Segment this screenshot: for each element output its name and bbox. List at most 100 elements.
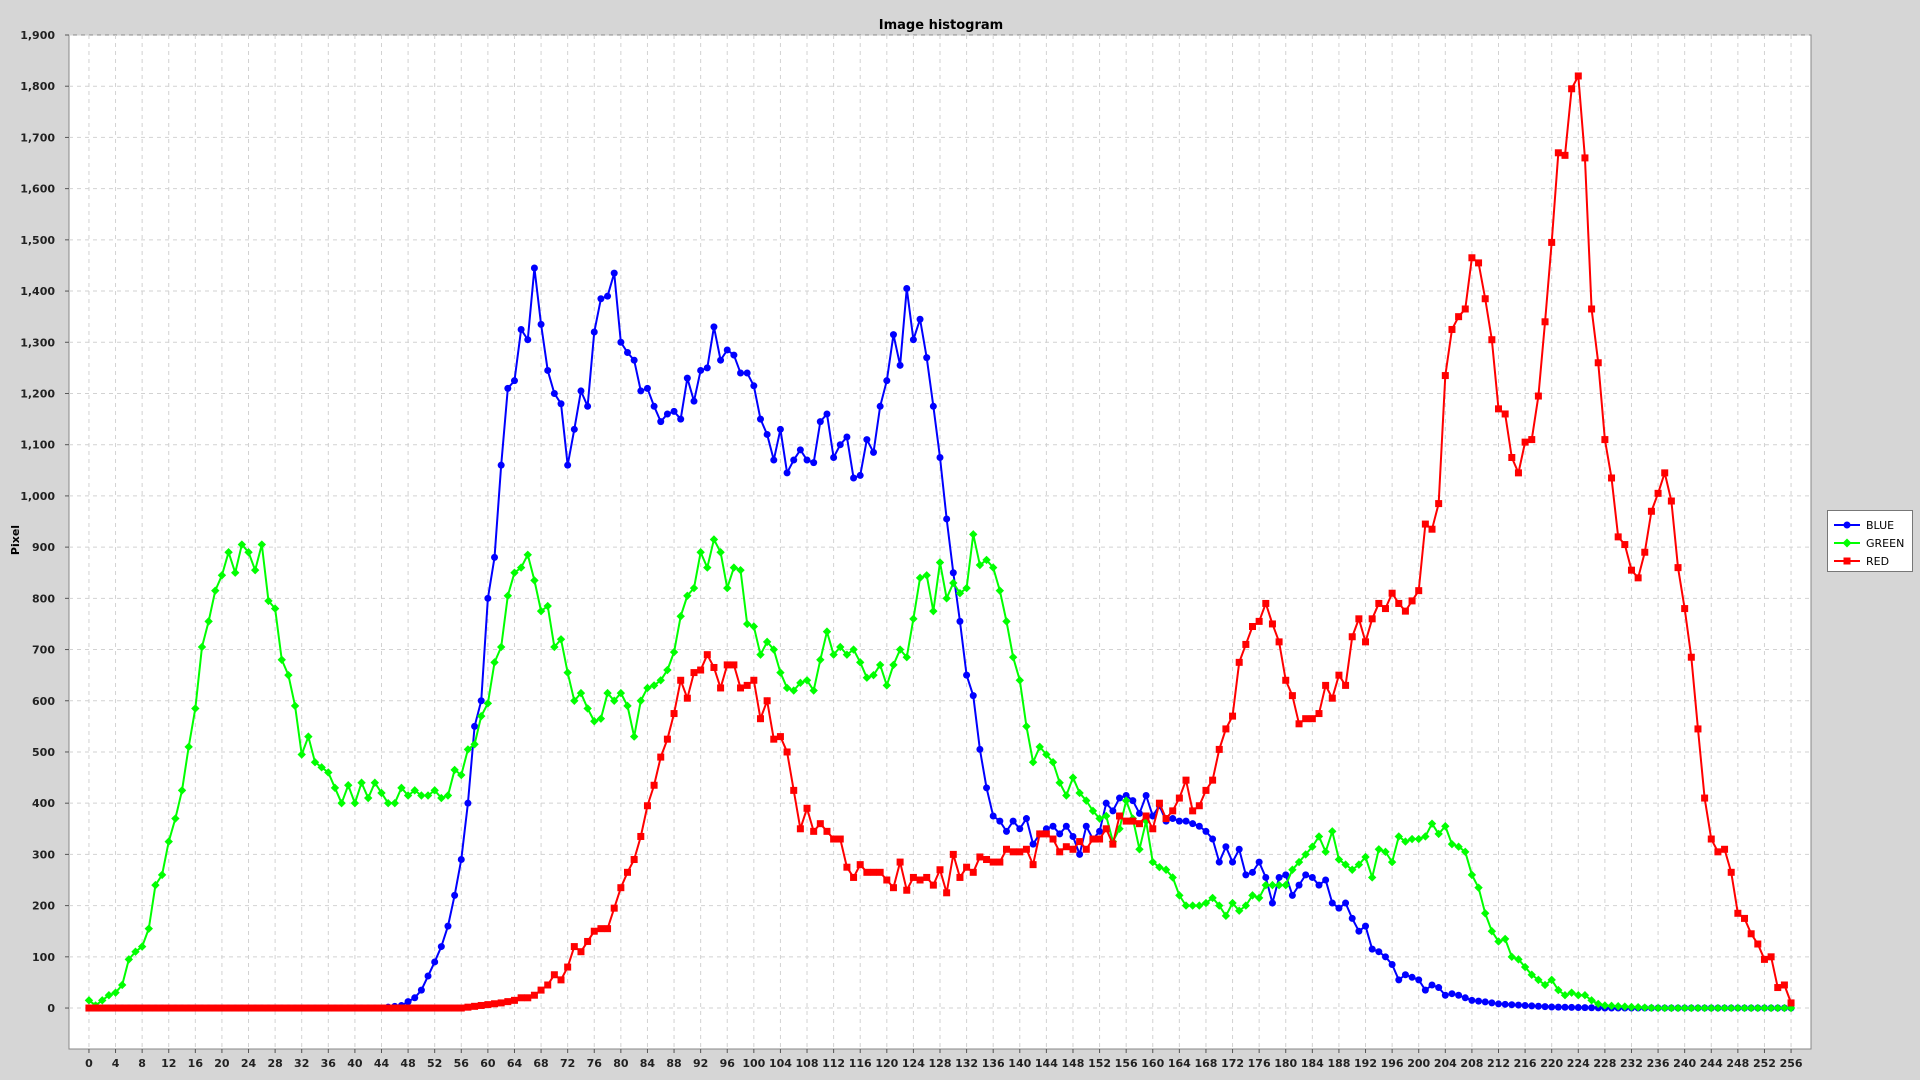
data-point-blue (1488, 999, 1496, 1007)
data-point-red (98, 1004, 106, 1012)
data-point-green (1560, 991, 1570, 1000)
data-point-red (949, 850, 957, 858)
x-tick-label: 104 (769, 1057, 792, 1070)
data-point-red (683, 694, 691, 702)
data-point-red (1381, 605, 1389, 613)
x-tick-label: 64 (507, 1057, 523, 1070)
data-point-red (989, 858, 997, 866)
data-point-blue (683, 374, 691, 382)
data-point-green (237, 540, 247, 549)
data-point-red (677, 676, 685, 684)
data-point-green (1281, 880, 1290, 890)
x-tick-label: 124 (902, 1057, 925, 1070)
data-point-red (271, 1004, 279, 1012)
data-point-blue (484, 594, 492, 602)
data-point-blue (896, 361, 904, 369)
data-point-red (351, 1004, 359, 1012)
data-point-blue (497, 461, 505, 469)
data-point-red (1521, 438, 1529, 446)
data-point-green (969, 530, 978, 539)
data-point-red (1096, 835, 1104, 843)
data-point-green (344, 781, 353, 790)
data-point-green (742, 619, 752, 629)
data-point-red (1727, 868, 1735, 876)
data-point-blue (1514, 1001, 1522, 1009)
data-point-green (284, 670, 293, 680)
data-point-red (783, 748, 791, 756)
data-point-green (756, 650, 765, 659)
data-point-blue (637, 387, 645, 395)
x-tick-label: 4 (112, 1057, 120, 1070)
data-point-green (1421, 832, 1430, 841)
data-point-red (1022, 845, 1030, 853)
data-point-red (1288, 692, 1296, 700)
data-point-red (1747, 930, 1755, 938)
data-point-red (1514, 469, 1522, 477)
data-point-blue (783, 469, 791, 477)
data-point-red (112, 1004, 120, 1012)
data-point-green (676, 612, 685, 621)
data-point-red (1760, 955, 1768, 963)
data-point-green (250, 565, 260, 575)
data-point-red (663, 735, 671, 743)
data-point-blue (1096, 827, 1104, 835)
data-point-green (656, 676, 665, 685)
data-point-green (1141, 816, 1151, 826)
data-point-green (84, 996, 94, 1005)
data-point-blue (816, 418, 824, 426)
data-point-red (537, 986, 545, 994)
data-point-red (298, 1004, 306, 1012)
data-point-green (1241, 901, 1251, 910)
data-point-green (836, 642, 845, 652)
data-point-blue (1235, 845, 1243, 853)
data-point-blue (730, 351, 738, 359)
data-point-red (1355, 615, 1363, 623)
data-point-green (1308, 842, 1317, 851)
data-point-red (205, 1004, 213, 1012)
x-tick-label: 140 (1008, 1057, 1031, 1070)
data-point-blue (464, 799, 472, 807)
data-point-red (377, 1004, 385, 1012)
data-point-blue (843, 433, 851, 441)
data-point-red (590, 927, 598, 935)
data-point-green (1301, 850, 1310, 859)
data-point-green (1022, 722, 1031, 731)
data-point-green (769, 645, 778, 654)
data-point-green (1055, 778, 1064, 787)
data-point-blue (1288, 891, 1296, 899)
data-point-green (1520, 962, 1530, 972)
data-point-green (902, 653, 911, 662)
data-point-blue (1588, 1004, 1596, 1012)
data-point-blue (564, 461, 572, 469)
data-point-red (810, 827, 818, 835)
data-point-green (988, 563, 998, 572)
data-point-red (1687, 653, 1695, 661)
data-point-green (909, 614, 918, 624)
data-point-green (536, 606, 546, 616)
data-point-blue (1268, 899, 1276, 907)
data-point-green (1248, 891, 1257, 900)
x-tick-label: 88 (666, 1057, 681, 1070)
data-point-red (451, 1004, 459, 1012)
data-point-red (1667, 497, 1675, 505)
x-tick-label: 44 (374, 1057, 390, 1070)
data-point-green (503, 591, 513, 600)
data-point-red (604, 925, 612, 933)
data-point-green (1780, 1003, 1789, 1013)
data-point-blue (477, 697, 485, 705)
data-point-blue (1149, 812, 1157, 820)
data-point-red (1608, 474, 1616, 482)
data-point-red (1308, 715, 1316, 723)
data-point-blue (963, 671, 971, 679)
data-point-blue (663, 410, 671, 418)
data-point-blue (1215, 858, 1223, 866)
data-point-green (1640, 1003, 1649, 1012)
data-point-green (1387, 857, 1397, 867)
data-point-red (1302, 715, 1310, 723)
grid-lines (69, 34, 1811, 1049)
data-point-green (430, 786, 439, 795)
data-point-green (104, 991, 114, 1000)
data-point-green (350, 798, 360, 808)
data-point-green (1314, 832, 1324, 841)
data-point-blue (1415, 976, 1423, 984)
